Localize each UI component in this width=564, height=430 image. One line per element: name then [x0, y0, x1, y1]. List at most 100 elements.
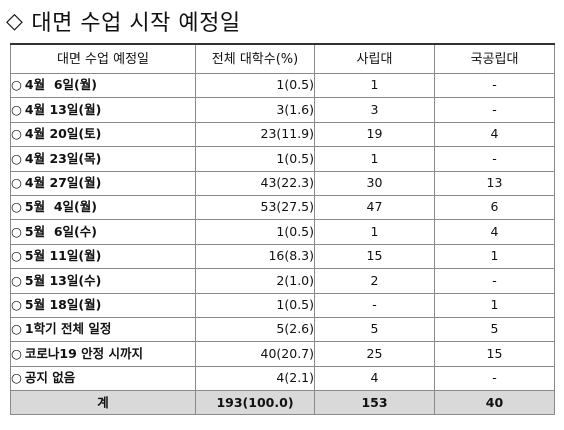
table-row: ○ 4월 23일(목) 1(0.5) 1- — [10, 146, 555, 172]
row-date-text: 5월 13일(수) — [24, 272, 102, 288]
row-total-cell: 43(22.3) — [195, 170, 315, 196]
table-row: ○ 4월 27일(월) 43(22.3) 30 13 — [10, 170, 555, 196]
row-private-cell: 19 — [314, 121, 435, 148]
row-date-text: 공지 없음 — [24, 370, 76, 386]
page-title: ◇ 대면 수업 시작 예정일 — [6, 4, 241, 38]
circle-bullet-icon: ○ — [11, 150, 22, 166]
row-public-cell: - — [434, 365, 555, 392]
row-date-text: 4월 27일(월) — [24, 175, 102, 190]
row-date-cell: ○ 공지 없음 — [10, 365, 196, 392]
table-row: ○ 4월 6일(월) 1(0.5) 1- — [10, 72, 555, 99]
row-date-text: 코로나19 안정 시까지 — [24, 345, 144, 361]
row-private-cell: 30 — [314, 170, 435, 196]
row-public-cell: 5 — [434, 316, 555, 343]
row-total-cell: 16(8.3) — [195, 243, 315, 270]
table-row: ○ 코로나19 안정 시까지 40(20.7) 25 15 — [10, 341, 555, 367]
table-row: ○ 5월 18일(월) 1(0.5) -1 — [10, 292, 555, 318]
row-private-cell: 15 — [314, 243, 435, 270]
summary-public: 40 — [434, 390, 555, 416]
row-date-text: 4월 20일(토) — [24, 126, 102, 142]
row-public-cell: - — [434, 268, 555, 294]
row-total-cell: 40(20.7) — [195, 341, 315, 367]
row-total-cell: 4(2.1) — [195, 365, 315, 392]
row-public-cell: 1 — [434, 243, 555, 270]
schedule-table: 대면 수업 예정일 전체 대학수(%) 사립대 국공립대 ○ 4월 6일(월) 1(… — [10, 43, 555, 416]
row-date-cell: ○ 코로나19 안정 시까지 — [10, 341, 196, 367]
circle-bullet-icon: ○ — [11, 199, 22, 215]
row-private-cell: 1 — [314, 72, 435, 99]
row-date-text: 5월 6일(수) — [24, 223, 97, 239]
circle-bullet-icon: ○ — [11, 248, 22, 264]
table-row: ○ 5월 13일(수) 2(1.0) 2- — [10, 268, 555, 294]
row-private-cell: 1 — [314, 146, 435, 172]
row-total-cell: 53(27.5) — [195, 194, 315, 221]
table-header-row: 대면 수업 예정일 전체 대학수(%) 사립대 국공립대 — [10, 43, 555, 74]
summary-total: 193(100.0) — [195, 390, 315, 416]
table-row: ○ 5월 11일(월) 16(8.3) 15 1 — [10, 243, 555, 270]
row-public-cell: - — [434, 146, 555, 172]
circle-bullet-icon: ○ — [11, 175, 22, 190]
column-header-private: 사립대 — [314, 43, 435, 74]
row-private-cell: 3 — [314, 97, 435, 123]
column-header-public: 국공립대 — [434, 43, 555, 74]
row-date-cell: ○ 1학기 전체 일정 — [10, 316, 196, 343]
row-date-cell: ○ 5월 13일(수) — [10, 268, 196, 294]
table-row: ○ 공지 없음 4(2.1) 4- — [10, 365, 555, 392]
table-row: ○ 4월 20일(토) 23(11.9) 19 4 — [10, 121, 555, 148]
row-date-text: 1학기 전체 일정 — [24, 321, 112, 337]
row-public-cell: - — [434, 72, 555, 99]
table-row: ○ 5월 6일(수) 1(0.5) 1 4 — [10, 219, 555, 245]
table-row: ○ 1학기 전체 일정 5(2.6) 5 5 — [10, 316, 555, 343]
row-total-cell: 1(0.5) — [195, 146, 315, 172]
row-public-cell: - — [434, 97, 555, 123]
circle-bullet-icon: ○ — [11, 126, 22, 142]
column-header-date: 대면 수업 예정일 — [10, 43, 196, 74]
circle-bullet-icon: ○ — [11, 101, 22, 117]
row-total-cell: 1(0.5) — [195, 292, 315, 318]
row-total-cell: 1(0.5) — [195, 219, 315, 245]
row-private-cell: 1 — [314, 219, 435, 245]
summary-label: 계 — [10, 390, 196, 416]
diamond-icon: ◇ — [6, 8, 24, 34]
row-private-cell: 47 — [314, 194, 435, 221]
row-date-text: 5월 11일(월) — [24, 248, 102, 264]
row-private-cell: - — [314, 292, 435, 318]
circle-bullet-icon: ○ — [11, 370, 22, 386]
row-date-text: 4월 6일(월) — [24, 77, 97, 93]
row-total-cell: 3(1.6) — [195, 97, 315, 123]
row-date-cell: ○ 5월 18일(월) — [10, 292, 196, 318]
row-date-text: 5월 4일(월) — [24, 199, 97, 215]
circle-bullet-icon: ○ — [11, 77, 22, 93]
row-total-cell: 23(11.9) — [195, 121, 315, 148]
row-public-cell: 4 — [434, 121, 555, 148]
table-row: ○ 5월 4일(월) 53(27.5) 47 6 — [10, 194, 555, 221]
row-date-cell: ○ 4월 27일(월) — [10, 170, 196, 196]
summary-row: 계 193(100.0) 153 40 — [10, 390, 555, 416]
row-public-cell: 6 — [434, 194, 555, 221]
row-private-cell: 2 — [314, 268, 435, 294]
circle-bullet-icon: ○ — [11, 223, 22, 239]
row-total-cell: 1(0.5) — [195, 72, 315, 99]
row-total-cell: 5(2.6) — [195, 316, 315, 343]
row-date-cell: ○ 4월 20일(토) — [10, 121, 196, 148]
row-date-cell: ○ 5월 4일(월) — [10, 194, 196, 221]
row-date-text: 4월 23일(목) — [24, 150, 102, 166]
page-title-text: 대면 수업 시작 예정일 — [31, 11, 241, 36]
circle-bullet-icon: ○ — [11, 321, 22, 337]
row-date-cell: ○ 4월 23일(목) — [10, 146, 196, 172]
row-date-cell: ○ 5월 11일(월) — [10, 243, 196, 270]
row-public-cell: 15 — [434, 341, 555, 367]
row-private-cell: 5 — [314, 316, 435, 343]
column-header-total: 전체 대학수(%) — [195, 43, 315, 74]
row-public-cell: 1 — [434, 292, 555, 318]
row-date-text: 5월 18일(월) — [24, 296, 102, 312]
row-public-cell: 13 — [434, 170, 555, 196]
row-total-cell: 2(1.0) — [195, 268, 315, 294]
circle-bullet-icon: ○ — [11, 272, 22, 288]
table-row: ○ 4월 13일(월) 3(1.6) 3- — [10, 97, 555, 123]
row-public-cell: 4 — [434, 219, 555, 245]
row-date-text: 4월 13일(월) — [24, 101, 102, 117]
row-date-cell: ○ 4월 13일(월) — [10, 97, 196, 123]
circle-bullet-icon: ○ — [11, 345, 22, 361]
